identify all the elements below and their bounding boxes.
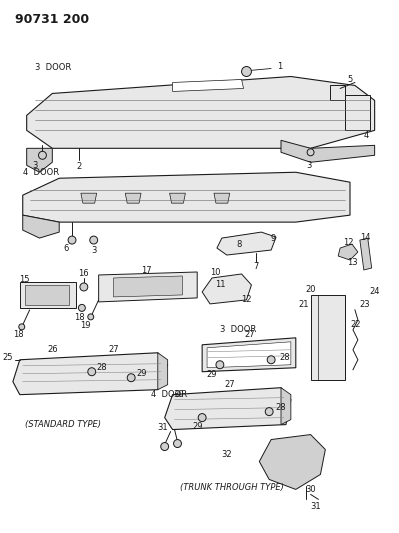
Circle shape [267,356,275,364]
Text: 30: 30 [305,485,316,494]
Text: 3: 3 [306,161,311,170]
Polygon shape [360,238,372,270]
Text: 3: 3 [91,246,97,255]
Text: 1: 1 [277,62,282,71]
Circle shape [216,361,224,369]
Text: 30: 30 [174,390,184,399]
Text: 3  DOOR: 3 DOOR [220,325,256,334]
Polygon shape [13,353,168,394]
Text: 8: 8 [236,239,241,248]
Text: 16: 16 [79,270,89,278]
Text: 12: 12 [343,238,353,247]
Text: 26: 26 [47,345,57,354]
Text: 3  DOOR: 3 DOOR [35,62,71,71]
Circle shape [265,408,273,416]
Polygon shape [217,232,276,255]
Text: 2: 2 [76,161,81,171]
Polygon shape [99,272,197,302]
Circle shape [88,368,96,376]
Polygon shape [338,244,358,260]
Text: 7: 7 [254,262,259,271]
Text: 31: 31 [157,423,168,432]
Text: 13: 13 [347,257,357,266]
Polygon shape [202,338,296,372]
Text: 4  DOOR: 4 DOOR [23,168,59,177]
Polygon shape [214,193,230,203]
Circle shape [90,236,98,244]
Text: (STANDARD TYPE): (STANDARD TYPE) [25,420,101,429]
Polygon shape [23,215,59,238]
Circle shape [161,442,169,450]
Polygon shape [345,95,370,131]
Text: 31: 31 [310,502,321,511]
Text: 6: 6 [63,244,69,253]
Polygon shape [113,276,182,297]
Circle shape [88,314,94,320]
Polygon shape [158,353,168,390]
Text: 22: 22 [350,320,361,329]
Text: 9: 9 [271,233,276,243]
Polygon shape [165,387,291,430]
Polygon shape [81,193,97,203]
Text: (TRUNK THROUGH TYPE): (TRUNK THROUGH TYPE) [180,483,284,492]
Polygon shape [170,193,186,203]
Polygon shape [281,387,291,425]
Text: 27: 27 [224,380,235,389]
Text: 25: 25 [2,353,13,362]
Polygon shape [25,285,69,305]
Text: 18: 18 [14,330,24,340]
Circle shape [19,324,25,330]
Text: 15: 15 [19,276,29,285]
Polygon shape [27,77,375,148]
Text: 20: 20 [306,286,316,294]
Polygon shape [281,140,375,162]
Polygon shape [27,148,52,172]
Polygon shape [310,295,345,379]
Polygon shape [20,282,76,308]
Text: 23: 23 [360,301,371,309]
Text: 4: 4 [363,131,368,140]
Circle shape [80,283,88,291]
Text: 12: 12 [241,295,252,304]
Polygon shape [330,85,345,100]
Text: 14: 14 [361,232,371,241]
Text: 17: 17 [140,266,151,276]
Text: 29: 29 [136,369,146,378]
Text: 29: 29 [192,422,202,431]
Circle shape [307,149,314,156]
Polygon shape [202,274,251,304]
Text: 4  DOOR: 4 DOOR [151,390,187,399]
Text: 5: 5 [348,75,353,84]
Text: 28: 28 [275,403,286,412]
Circle shape [39,151,46,159]
Polygon shape [173,79,243,92]
Text: 32: 32 [221,450,232,459]
Text: 90731 200: 90731 200 [15,13,89,26]
Polygon shape [125,193,141,203]
Circle shape [79,304,85,311]
Polygon shape [23,172,350,222]
Circle shape [241,67,251,77]
Text: 11: 11 [215,280,225,289]
Circle shape [198,414,206,422]
Circle shape [68,236,76,244]
Text: 27: 27 [108,345,119,354]
Text: 18: 18 [73,313,84,322]
Text: 28: 28 [97,363,107,372]
Text: 21: 21 [298,301,308,309]
Text: 28: 28 [279,353,290,362]
Text: 29: 29 [207,370,217,379]
Text: 19: 19 [81,321,91,330]
Text: 10: 10 [210,269,221,278]
Circle shape [127,374,135,382]
Text: 27: 27 [244,330,255,340]
Polygon shape [259,434,325,489]
Text: 24: 24 [370,287,380,296]
Text: 3: 3 [32,161,37,170]
Circle shape [174,440,182,448]
Polygon shape [207,342,291,368]
